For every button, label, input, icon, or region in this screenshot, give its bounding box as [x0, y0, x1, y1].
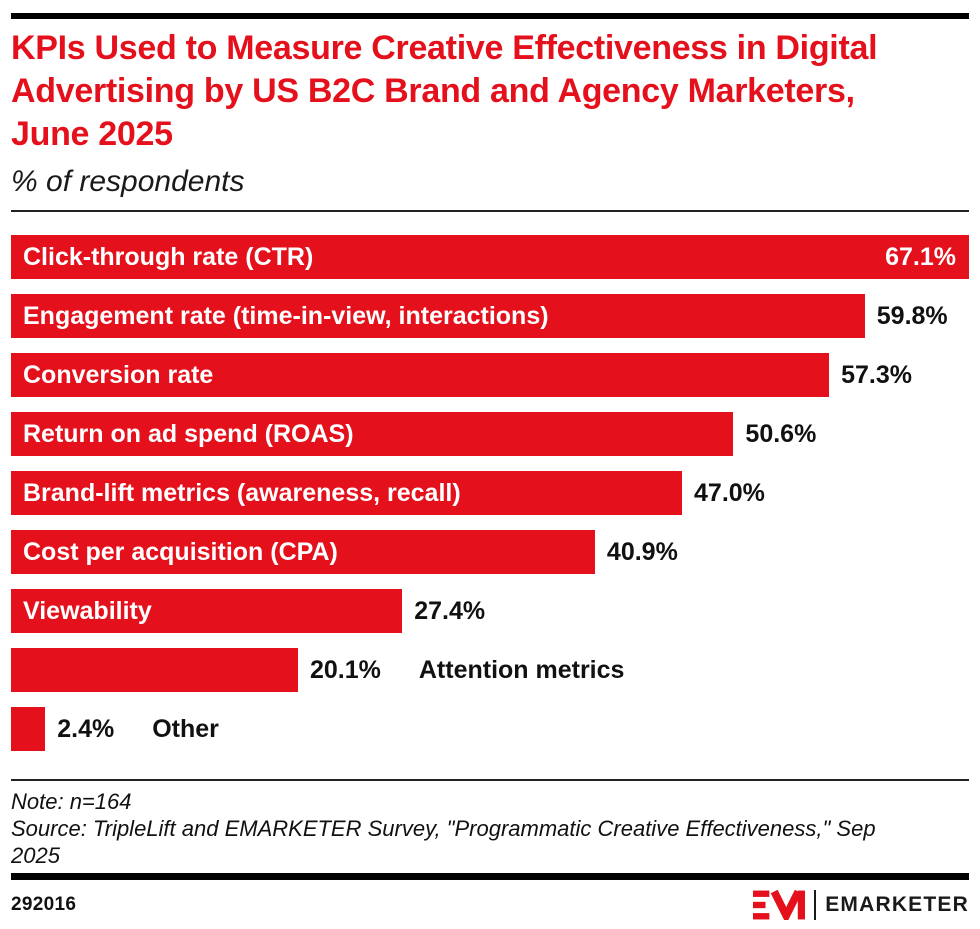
bar-row: Click-through rate (CTR) 67.1%: [11, 235, 969, 279]
bar-value-label: 59.8%: [876, 301, 948, 330]
bar-value-label: 27.4%: [414, 596, 486, 625]
bar-value-label: 67.1%: [885, 242, 956, 271]
bar: Cost per acquisition (CPA): [11, 530, 595, 574]
bar-category-label: Engagement rate (time-in-view, interacti…: [23, 301, 549, 330]
bar-category-label: Brand-lift metrics (awareness, recall): [23, 478, 461, 507]
chart-title: KPIs Used to Measure Creative Effectiven…: [11, 29, 878, 153]
bar-category-label: Viewability: [23, 596, 152, 625]
bar-category-label: Return on ad spend (ROAS): [23, 419, 354, 448]
bar-row: 2.4% Other: [11, 707, 969, 751]
bar-category-label: Attention metrics: [418, 655, 625, 684]
bar-category-label: Click-through rate (CTR): [23, 242, 314, 271]
chart-id: 292016: [11, 894, 77, 915]
bar-row: Cost per acquisition (CPA) 40.9%: [11, 530, 969, 574]
bar: Viewability: [11, 589, 403, 633]
emarketer-logo-icon: [753, 890, 806, 920]
bar-row: Return on ad spend (ROAS) 50.6%: [11, 412, 969, 456]
bar-category-label: Conversion rate: [23, 360, 214, 389]
emarketer-brand: EMARKETER: [753, 890, 969, 920]
chart-subtitle: % of respondents: [11, 165, 245, 198]
bar-row: Brand-lift metrics (awareness, recall) 47…: [11, 471, 969, 515]
bar-category-label: Other: [152, 714, 219, 743]
bar: Brand-lift metrics (awareness, recall): [11, 471, 683, 515]
bar-chart: Click-through rate (CTR) 67.1% Engagement …: [11, 235, 969, 751]
bar-value-label: 2.4%: [57, 714, 115, 743]
bar: [11, 648, 298, 692]
bar-row: Engagement rate (time-in-view, interacti…: [11, 294, 969, 338]
footer-divider: [11, 779, 969, 781]
bar: Click-through rate (CTR) 67.1%: [11, 235, 969, 279]
bar-row: Conversion rate 57.3%: [11, 353, 969, 397]
chart-note: Note: n=164: [11, 789, 132, 814]
bar-value-label: 50.6%: [745, 419, 817, 448]
bar-row: 20.1% Attention metrics: [11, 648, 969, 692]
brand-wordmark: EMARKETER: [825, 893, 969, 916]
header-divider: [11, 210, 969, 212]
bar-value-label: 47.0%: [694, 478, 765, 507]
bar-category-label: Cost per acquisition (CPA): [23, 537, 338, 566]
bar: Engagement rate (time-in-view, interacti…: [11, 294, 865, 338]
bottom-rule: [11, 873, 969, 880]
top-rule: [11, 13, 969, 19]
bar: [11, 707, 46, 751]
footer-bar: 292016 EMARKETER: [11, 890, 969, 920]
bar-value-label: 57.3%: [841, 360, 912, 389]
bar-value-label: 20.1%: [309, 655, 381, 684]
bar: Return on ad spend (ROAS): [11, 412, 734, 456]
bar-row: Viewability 27.4%: [11, 589, 969, 633]
logo-separator: [814, 890, 817, 920]
chart-source: Source: TripleLift and EMARKETER Survey,…: [11, 816, 876, 868]
bar-value-label: 40.9%: [606, 537, 678, 566]
bar: Conversion rate: [11, 353, 830, 397]
